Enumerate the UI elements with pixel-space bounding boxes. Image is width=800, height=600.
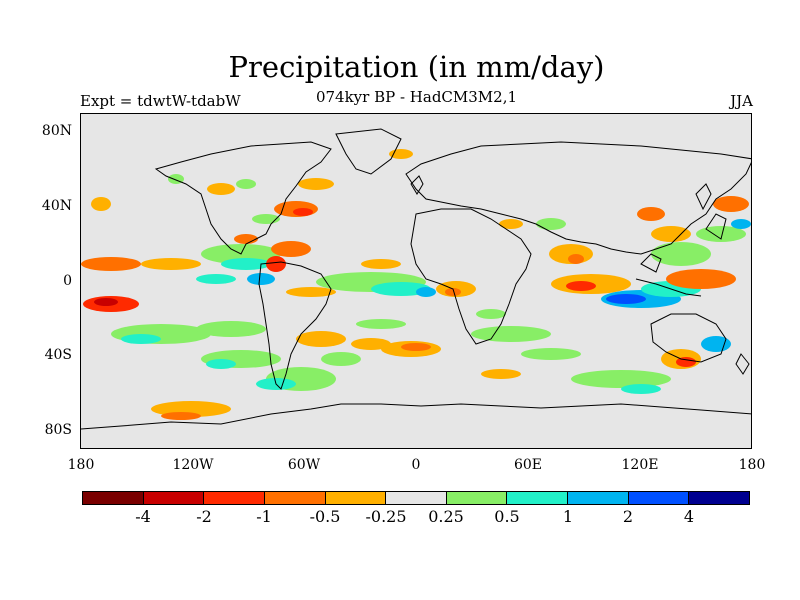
lat-label-80n: 80N bbox=[41, 123, 72, 139]
colorbar bbox=[82, 491, 750, 505]
colorbar-box bbox=[204, 492, 265, 504]
colorbar-label: -2 bbox=[196, 507, 212, 526]
colorbar-label: -1 bbox=[256, 507, 272, 526]
colorbar-label: -0.5 bbox=[309, 507, 341, 526]
lon-label-60w: 60W bbox=[287, 457, 321, 473]
colorbar-box bbox=[264, 492, 326, 504]
precipitation-map bbox=[81, 128, 751, 430]
colorbar-box bbox=[689, 492, 750, 504]
anomaly-patches bbox=[81, 149, 751, 420]
colorbar-label: 1 bbox=[562, 507, 574, 526]
colorbar-label: -4 bbox=[135, 507, 151, 526]
lon-label-60e: 60E bbox=[513, 457, 543, 473]
lon-label-120e: 120E bbox=[621, 457, 659, 473]
colorbar-box bbox=[568, 492, 629, 504]
lat-label-80s: 80S bbox=[44, 422, 72, 438]
colorbar-box bbox=[386, 492, 447, 504]
lat-label-40n: 40N bbox=[41, 198, 72, 214]
colorbar-box bbox=[628, 492, 690, 504]
season-label: JJA bbox=[730, 92, 753, 110]
colorbar-label: -0.25 bbox=[365, 507, 407, 526]
lon-label-180w: 180 bbox=[67, 457, 95, 473]
colorbar-box bbox=[83, 492, 144, 504]
lon-label-0: 0 bbox=[411, 457, 421, 473]
colorbar-label: 2 bbox=[622, 507, 634, 526]
map-title: Precipitation (in mm/day) bbox=[228, 50, 605, 84]
colorbar-box bbox=[325, 492, 387, 504]
lat-label-40s: 40S bbox=[44, 347, 72, 363]
map-panel bbox=[80, 113, 752, 449]
colorbar-box bbox=[143, 492, 205, 504]
colorbar-label: 0.25 bbox=[428, 507, 464, 526]
colorbar-label: 0.5 bbox=[494, 507, 520, 526]
colorbar-box bbox=[446, 492, 508, 504]
colorbar-box bbox=[507, 492, 569, 504]
lon-label-120w: 120W bbox=[172, 457, 214, 473]
colorbar-label: 4 bbox=[683, 507, 695, 526]
lat-label-0: 0 bbox=[63, 273, 72, 289]
coastlines bbox=[81, 128, 751, 430]
lon-label-180e: 180 bbox=[738, 457, 766, 473]
experiment-label: Expt = tdwtW-tdabW bbox=[80, 92, 241, 110]
map-subtitle: 074kyr BP - HadCM3M2,1 bbox=[315, 88, 518, 106]
